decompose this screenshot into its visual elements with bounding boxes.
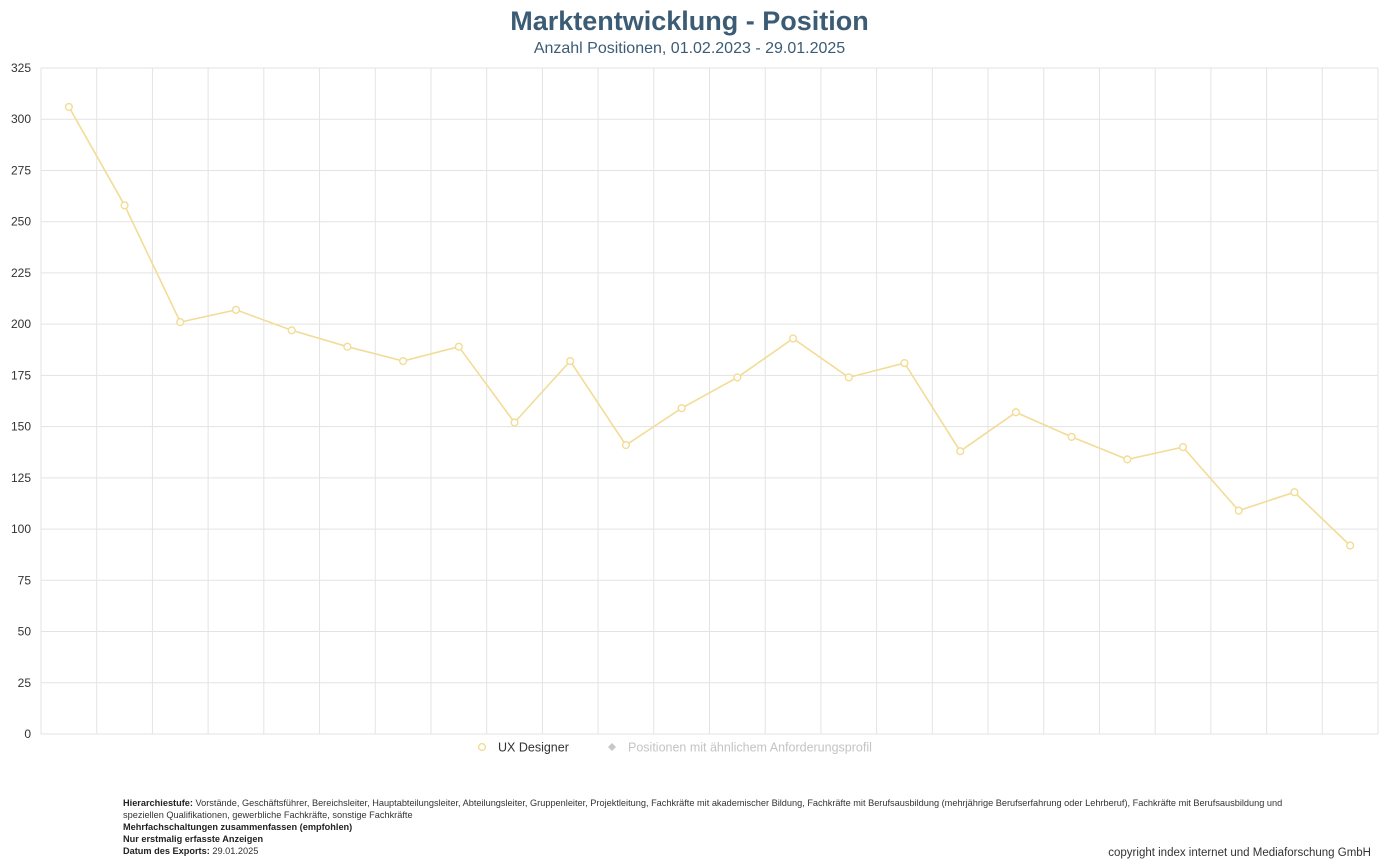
data-point[interactable] [844,373,853,382]
chart-title: Marktentwicklung - Position [510,6,869,36]
data-point[interactable] [1290,488,1299,497]
footer-export-date: 29.01.2025 [209,846,259,856]
y-tick-label: 50 [18,625,32,639]
data-point[interactable] [343,342,352,351]
data-point[interactable] [788,334,798,343]
y-tick-label: 300 [11,112,31,126]
chart-subtitle: Anzahl Positionen, 01.02.2023 - 29.01.20… [533,40,846,57]
data-point[interactable] [1178,443,1188,452]
y-tick-label: 100 [11,522,31,536]
data-point[interactable] [399,356,408,366]
data-point[interactable] [566,356,575,366]
footer-line-3: Nur erstmalig erfasste Anzeigen [123,834,264,844]
y-tick-label: 325 [11,61,31,75]
data-point[interactable] [1346,541,1355,550]
y-tick-label: 125 [11,471,31,485]
data-point[interactable] [956,447,965,456]
y-tick-label: 0 [24,727,31,741]
y-tick-label: 225 [11,266,31,280]
copyright-text: copyright index internet und Mediaforsch… [1108,847,1371,859]
legend-marker-similar-positions [608,743,616,751]
data-point[interactable] [287,326,296,335]
data-point[interactable] [510,418,519,427]
line-chart: 0 25 50 75 100 125 150 175 200 225 250 275 300 325 UX … [11,61,1379,755]
footer-export-label: Datum des Exports: [123,846,210,856]
y-tick-label: 175 [11,368,31,382]
y-tick-label: 150 [11,420,31,434]
data-point[interactable] [176,318,185,327]
footer-hierarchy-label: Hierarchiestufe: [123,798,193,808]
data-point[interactable] [454,342,463,351]
data-point[interactable] [1234,506,1243,515]
y-tick-label: 250 [11,215,31,229]
data-point[interactable] [677,404,686,413]
y-tick-label: 75 [18,573,32,587]
y-tick-label: 25 [18,676,32,690]
data-point[interactable] [621,440,631,450]
footer-hierarchy-text: Vorstände, Geschäftsführer, Bereichsleit… [123,798,1283,820]
chart-footer: Hierarchiestufe: Vorstände, Geschäftsfüh… [123,797,1283,857]
legend-label-similar-positions[interactable]: Positionen mit ähnlichem Anforderungspro… [628,741,872,755]
data-point[interactable] [733,373,742,382]
footer-line-2: Mehrfachschaltungen zusammenfassen (empf… [123,822,353,832]
data-point[interactable] [1067,432,1076,441]
y-tick-label: 200 [11,317,31,331]
data-point[interactable] [64,102,73,112]
legend-label-ux-designer[interactable]: UX Designer [498,741,569,755]
footer-hierarchy: Hierarchiestufe: Vorstände, Geschäftsfüh… [123,797,1283,821]
y-tick-label: 275 [11,163,31,177]
data-point[interactable] [900,358,909,368]
data-point[interactable] [1011,408,1020,417]
data-point[interactable] [1123,455,1132,464]
data-point[interactable] [120,201,129,210]
data-point[interactable] [231,305,241,314]
legend-marker-ux-designer [477,742,487,752]
series-line-ux-designer [68,106,1351,547]
footer-export: Datum des Exports: 29.01.2025 [123,845,1283,857]
